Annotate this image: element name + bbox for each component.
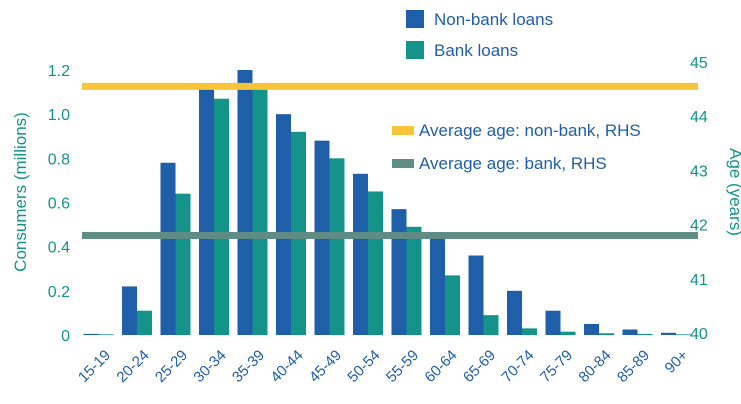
left-tick-label: 1.0	[48, 107, 70, 124]
left-tick-label: 0.2	[48, 284, 70, 301]
category-label: 35-39	[229, 347, 268, 386]
nonbank-bar-90+	[661, 332, 676, 335]
category-label: 30-34	[190, 347, 229, 386]
bars-group	[83, 70, 691, 336]
left-tick-label: 0.6	[48, 196, 70, 213]
category-label: 15-19	[75, 347, 114, 386]
legend-swatch-nonbank	[406, 10, 424, 28]
category-label: 85-89	[614, 347, 653, 386]
nonbank-bar-65-69	[468, 255, 484, 335]
left-tick-label: 0.8	[48, 151, 70, 168]
category-label: 65-69	[460, 347, 499, 386]
category-label: 40-44	[267, 347, 306, 386]
left-tick-label: 0.4	[48, 240, 70, 257]
right-tick-label: 45	[690, 55, 708, 72]
right-tick-label: 44	[690, 109, 708, 126]
legend: Non-bank loans Bank loans Average age: non…	[392, 10, 641, 173]
bank-bar-60-64	[445, 275, 460, 335]
category-labels: 15-19 20-24 25-29 30-34 35-39 40-44 45-49 50-54…	[75, 347, 692, 386]
legend-label-avg-nonbank: Average age: non-bank, RHS	[419, 121, 641, 140]
bank-bar-75-79	[560, 331, 576, 335]
legend-swatch-avg-nonbank	[392, 126, 414, 135]
nonbank-bar-55-59	[391, 209, 407, 335]
legend-swatch-avg-bank	[392, 159, 414, 168]
right-tick-label: 41	[690, 272, 708, 289]
nonbank-bar-70-74	[507, 290, 522, 335]
category-label: 70-74	[498, 347, 537, 386]
bank-bar-85-89	[637, 333, 653, 335]
nonbank-bar-25-29	[160, 162, 176, 335]
legend-label-bank: Bank loans	[434, 41, 518, 60]
bank-bar-20-24	[137, 310, 152, 335]
right-tick-label: 43	[690, 163, 708, 180]
nonbank-bar-75-79	[545, 310, 561, 335]
nonbank-bar-80-84	[584, 323, 599, 335]
category-label: 55-59	[383, 347, 422, 386]
right-axis-title: Age (years)	[726, 148, 741, 236]
nonbank-bar-85-89	[622, 329, 638, 335]
legend-label-avg-bank: Average age: bank, RHS	[419, 154, 607, 173]
nonbank-bar-50-54	[353, 173, 368, 335]
category-label: 50-54	[344, 347, 383, 386]
nonbank-bar-20-24	[122, 286, 137, 335]
bank-bar-30-34	[214, 98, 229, 335]
category-label: 80-84	[575, 347, 614, 386]
bank-bar-65-69	[483, 315, 499, 335]
average-lines-group	[82, 82, 698, 239]
bank-bar-35-39	[252, 87, 268, 336]
bank-bar-90+	[676, 334, 691, 336]
bank-bar-50-54	[368, 191, 383, 335]
legend-swatch-bank	[406, 41, 424, 59]
left-tick-label: 0	[61, 328, 70, 345]
legend-label-nonbank: Non-bank loans	[434, 10, 553, 29]
bank-bar-70-74	[522, 328, 537, 335]
right-tick-label: 40	[690, 326, 708, 343]
category-label: 25-29	[152, 347, 191, 386]
nonbank-bar-30-34	[199, 83, 214, 335]
right-tick-label: 42	[690, 218, 708, 235]
category-label: 60-64	[421, 347, 460, 386]
nonbank-bar-15-19	[83, 333, 99, 335]
left-axis-title: Consumers (millions)	[11, 112, 30, 272]
left-axis-ticks: 0 0.2 0.4 0.6 0.8 1.0 1.2	[48, 63, 70, 345]
category-label: 20-24	[113, 347, 152, 386]
nonbank-bar-40-44	[276, 114, 291, 336]
right-axis-ticks: 40 41 42 43 44 45	[690, 55, 708, 343]
nonbank-bar-35-39	[237, 70, 253, 335]
left-tick-label: 1.2	[48, 63, 70, 80]
bank-bar-80-84	[599, 333, 614, 335]
category-label: 90+	[662, 347, 692, 377]
bank-bar-15-19	[98, 334, 114, 336]
category-label: 75-79	[537, 347, 576, 386]
category-label: 45-49	[306, 347, 345, 386]
bank-bar-25-29	[175, 193, 191, 335]
bank-bar-45-49	[329, 158, 345, 335]
nonbank-bar-60-64	[430, 235, 445, 335]
bank-bar-55-59	[406, 226, 422, 335]
